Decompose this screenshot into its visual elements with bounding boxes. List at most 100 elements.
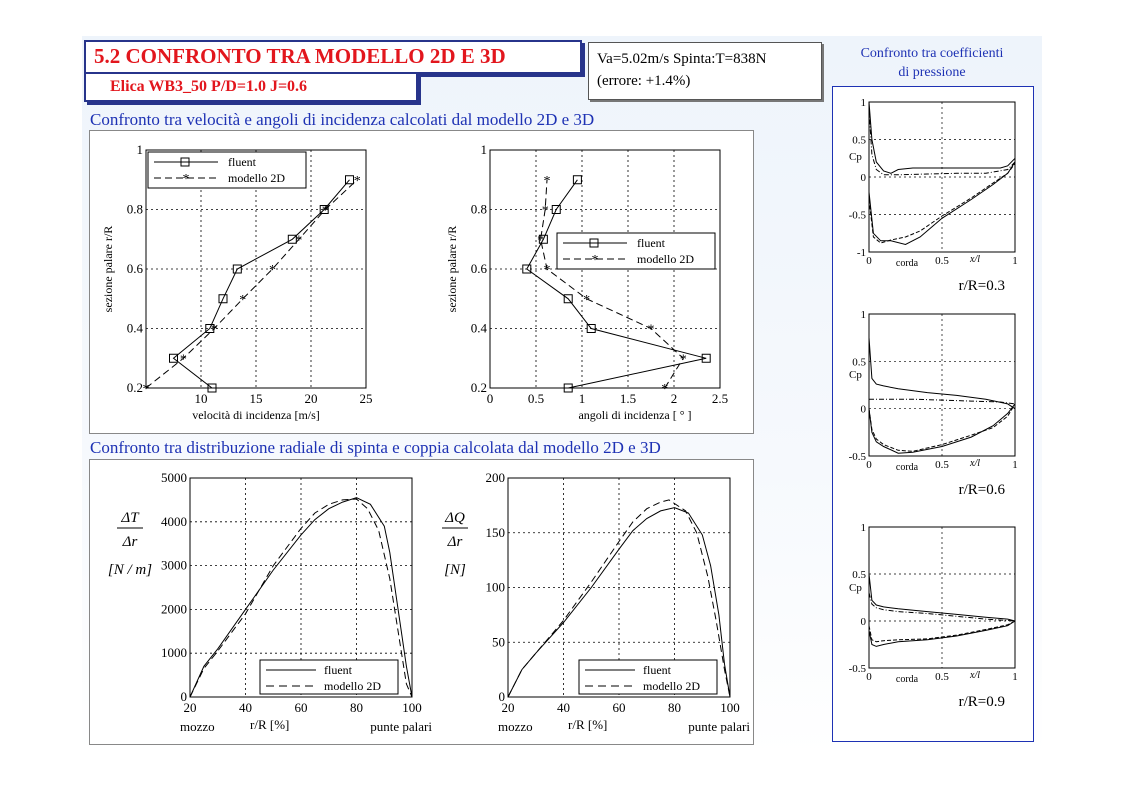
- angles-point-star: *: [661, 382, 668, 397]
- velocity-xlabel: velocità di incidenza [m/s]: [192, 408, 320, 422]
- angles-point-square: [522, 264, 532, 274]
- cp-title-line2: di pressione: [898, 65, 966, 80]
- velocity-series-line-0: [172, 179, 350, 389]
- angles-point-star: *: [648, 323, 655, 338]
- torque-xtick-label: 60: [613, 700, 626, 715]
- angles-point-star: *: [680, 352, 687, 367]
- info-line-speed-thrust: Va=5.02m/s Spinta:T=838N: [597, 51, 767, 67]
- thrust-xtick-label: 40: [239, 700, 252, 715]
- velocity-point-star: *: [295, 233, 302, 248]
- thrust-xtick-label: 60: [295, 700, 308, 715]
- torque-legend-label-2d: modello 2D: [643, 679, 700, 693]
- cp03-xtick-label: 0.5: [935, 255, 949, 267]
- torque-xtick-label: 100: [720, 700, 740, 715]
- velocity-ytick-label: 0.6: [127, 261, 144, 276]
- angles-legend-label-fluent: fluent: [637, 236, 666, 250]
- angles-xtick-label: 1: [579, 391, 586, 406]
- cp03-ytick-label: 0.5: [852, 135, 866, 147]
- angles-ytick-label: 0.8: [471, 202, 487, 217]
- torque-xlabel-left: mozzo: [498, 719, 533, 734]
- cp-title-line1: Confronto tra coefficienti: [860, 46, 1004, 61]
- section-title-thrust-torque: Confronto tra distribuzione radiale di s…: [90, 438, 661, 457]
- velocity-xtick-label: 20: [305, 391, 318, 406]
- cp06-xtick-label: 1: [1012, 459, 1018, 471]
- velocity-point-star: *: [143, 382, 150, 397]
- torque-xtick-label: 20: [502, 700, 515, 715]
- velocity-ytick-label: 0.8: [127, 202, 143, 217]
- cp03-series-line-3: [868, 163, 1016, 244]
- cp09-ytick-label: 0.5: [852, 569, 866, 581]
- angles-point-square: [563, 294, 573, 304]
- cp03-series-line-2: [868, 161, 1016, 246]
- velocity-ytick-label: 1: [137, 142, 144, 157]
- velocity-xtick-label: 15: [250, 391, 263, 406]
- velocity-xtick-label: 10: [195, 391, 208, 406]
- angles-point-square: [551, 205, 561, 214]
- slide-title: 5.2 CONFRONTO TRA MODELLO 2D E 3D: [94, 44, 506, 68]
- cp06-xtick-label: 0.5: [935, 459, 949, 471]
- torque-legend-box: [578, 659, 718, 695]
- angles-point-square: [572, 175, 582, 185]
- cp06-series-line-3: [868, 403, 1016, 452]
- cp03-caption: r/R=0.3: [959, 278, 1005, 294]
- torque-ytick-label: 50: [492, 634, 505, 649]
- angles-xlabel: angoli di incidenza [ ° ]: [578, 408, 691, 422]
- torque-ytick-label: 100: [486, 580, 506, 595]
- velocity-point-star: *: [239, 293, 246, 308]
- velocity-legend-marker-2d: *: [183, 172, 190, 187]
- cp03-xtick-label: 1: [1012, 255, 1018, 267]
- cp09-xtick-label: 0: [866, 671, 872, 683]
- velocity-legend-label-2d: modello 2D: [228, 171, 285, 185]
- thrust-xlabel-mid: r/R [%]: [250, 717, 289, 732]
- thrust-series-line-0: [189, 497, 413, 698]
- torque-ytick-label: 0: [499, 689, 506, 704]
- angles-series-line-0: [526, 179, 707, 389]
- thrust-legend-label-fluent: fluent: [324, 663, 353, 677]
- torque-ylabel-bottom: Δr: [447, 534, 463, 550]
- thrust-xlabel-right: punte palari: [370, 719, 432, 734]
- velocity-point-star: *: [322, 204, 329, 219]
- cp03-series-line-0: [868, 101, 1016, 174]
- thrust-xtick-label: 20: [184, 700, 197, 715]
- velocity-point-square: [218, 294, 228, 304]
- thrust-ytick-label: 4000: [161, 514, 187, 529]
- torque-yunit: [N]: [444, 562, 466, 578]
- angles-ylabel: sezione palare r/R: [445, 226, 459, 313]
- angles-ytick-label: 1: [481, 142, 488, 157]
- thrust-legend-label-2d: modello 2D: [324, 679, 381, 693]
- section-title-velocity-angles: Confronto tra velocità e angoli di incid…: [90, 110, 595, 129]
- angles-point-square: [538, 234, 548, 244]
- angles-legend-box: [556, 232, 716, 270]
- thrust-ytick-label: 2000: [161, 601, 187, 616]
- cp06-ytick-label: 0.5: [852, 356, 866, 368]
- cp03-ylabel: Cp: [849, 151, 862, 163]
- velocity-point-star: *: [269, 263, 276, 278]
- thrust-xtick-label: 100: [402, 700, 422, 715]
- velocity-series-line-1: [145, 179, 358, 389]
- angles-point-star: *: [537, 233, 544, 248]
- velocity-point-square: [287, 234, 297, 244]
- angles-point-square: [586, 324, 596, 333]
- angles-point-star: *: [542, 204, 549, 219]
- angles-xtick-label: 1.5: [620, 391, 636, 406]
- cp06-ytick-label: 1: [861, 309, 867, 321]
- angles-point-star: *: [544, 263, 551, 278]
- title-box: 5.2 CONFRONTO TRA MODELLO 2D E 3D: [84, 40, 582, 74]
- cp09-ytick-label: 0: [861, 616, 867, 628]
- slide-subtitle: Elica WB3_50 P/D=1.0 J=0.6: [110, 78, 308, 95]
- velocity-point-square: [345, 175, 354, 185]
- angles-point-square: [701, 353, 711, 363]
- cp03-xlabel: corda: [896, 258, 919, 269]
- subtitle-box: Elica WB3_50 P/D=1.0 J=0.6: [84, 72, 418, 102]
- torque-ytick-label: 150: [486, 525, 506, 540]
- thrust-ytick-label: 1000: [161, 645, 187, 660]
- info-line-error: (errore: +1.4%): [597, 73, 691, 89]
- cp03-xunit: x/l: [969, 254, 980, 265]
- torque-xtick-label: 80: [668, 700, 681, 715]
- cp06-ytick-label: 0: [861, 404, 867, 416]
- angles-series-line-1: [540, 179, 684, 389]
- velocity-point-square: [169, 353, 178, 363]
- cp09-xlabel: corda: [896, 674, 919, 685]
